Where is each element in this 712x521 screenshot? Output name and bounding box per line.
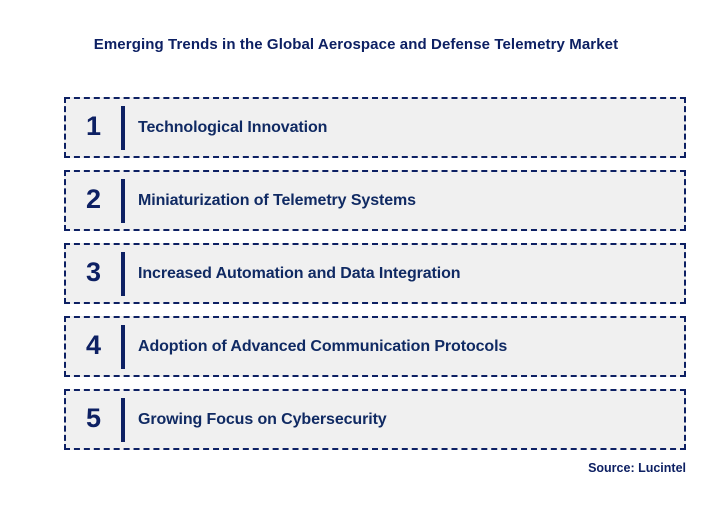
trend-label: Miniaturization of Telemetry Systems [138,191,416,209]
trend-rank: 1 [85,111,102,141]
vertical-divider-icon [121,324,125,369]
vertical-divider-icon [121,178,125,223]
trend-rank: 2 [85,184,102,214]
trend-label: Technological Innovation [138,118,328,136]
vertical-divider-icon [121,397,125,442]
list-item: 4 Adoption of Advanced Communication Pro… [64,316,686,377]
trend-label: Increased Automation and Data Integratio… [138,264,461,282]
trend-label: Growing Focus on Cybersecurity [138,410,387,428]
list-item: 1 Technological Innovation [64,97,686,158]
vertical-divider-icon [121,105,125,150]
trend-rank: 4 [85,330,102,360]
source-attribution: Source: Lucintel [588,461,686,475]
trend-rank: 5 [85,403,102,433]
list-item: 5 Growing Focus on Cybersecurity [64,389,686,450]
page-title: Emerging Trends in the Global Aerospace … [93,36,619,53]
trend-rank: 3 [85,257,102,287]
trend-label: Adoption of Advanced Communication Proto… [138,337,508,355]
trend-list: 1 Technological Innovation 2 Miniaturiza… [64,97,686,462]
list-item: 3 Increased Automation and Data Integrat… [64,243,686,304]
vertical-divider-icon [121,251,125,296]
list-item: 2 Miniaturization of Telemetry Systems [64,170,686,231]
